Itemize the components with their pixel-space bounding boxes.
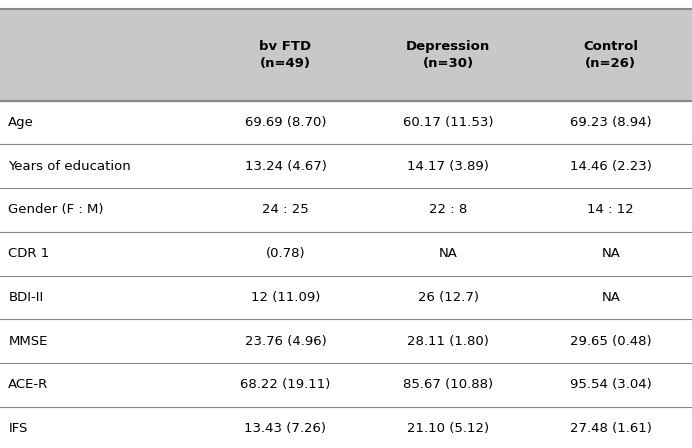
Text: ACE-R: ACE-R xyxy=(8,378,48,391)
Text: 27.48 (1.61): 27.48 (1.61) xyxy=(570,422,652,435)
Text: 21.10 (5.12): 21.10 (5.12) xyxy=(407,422,489,435)
Text: 29.65 (0.48): 29.65 (0.48) xyxy=(570,335,651,348)
Text: 13.24 (4.67): 13.24 (4.67) xyxy=(244,160,327,173)
Text: Control
(n=26): Control (n=26) xyxy=(583,40,638,70)
Text: BDI-II: BDI-II xyxy=(8,291,44,304)
Text: 68.22 (19.11): 68.22 (19.11) xyxy=(240,378,331,391)
Text: 85.67 (10.88): 85.67 (10.88) xyxy=(403,378,493,391)
Text: Age: Age xyxy=(8,116,34,129)
Text: 14.46 (2.23): 14.46 (2.23) xyxy=(570,160,652,173)
Text: 95.54 (3.04): 95.54 (3.04) xyxy=(570,378,652,391)
Text: 60.17 (11.53): 60.17 (11.53) xyxy=(403,116,493,129)
Text: Gender (F : M): Gender (F : M) xyxy=(8,203,104,216)
Text: NA: NA xyxy=(601,247,620,260)
Text: 14.17 (3.89): 14.17 (3.89) xyxy=(407,160,489,173)
Text: (0.78): (0.78) xyxy=(266,247,305,260)
Text: NA: NA xyxy=(601,291,620,304)
Text: CDR 1: CDR 1 xyxy=(8,247,50,260)
Text: IFS: IFS xyxy=(8,422,28,435)
Text: 23.76 (4.96): 23.76 (4.96) xyxy=(244,335,327,348)
Text: bv FTD
(n=49): bv FTD (n=49) xyxy=(260,40,311,70)
Text: 26 (12.7): 26 (12.7) xyxy=(417,291,479,304)
Text: 12 (11.09): 12 (11.09) xyxy=(251,291,320,304)
Text: 69.69 (8.70): 69.69 (8.70) xyxy=(245,116,326,129)
Text: Depression
(n=30): Depression (n=30) xyxy=(406,40,490,70)
Text: 28.11 (1.80): 28.11 (1.80) xyxy=(407,335,489,348)
Text: 22 : 8: 22 : 8 xyxy=(429,203,467,216)
Text: Years of education: Years of education xyxy=(8,160,131,173)
Text: 14 : 12: 14 : 12 xyxy=(588,203,634,216)
Text: MMSE: MMSE xyxy=(8,335,48,348)
Text: NA: NA xyxy=(439,247,457,260)
Text: 13.43 (7.26): 13.43 (7.26) xyxy=(244,422,327,435)
Text: 69.23 (8.94): 69.23 (8.94) xyxy=(570,116,651,129)
Text: 24 : 25: 24 : 25 xyxy=(262,203,309,216)
